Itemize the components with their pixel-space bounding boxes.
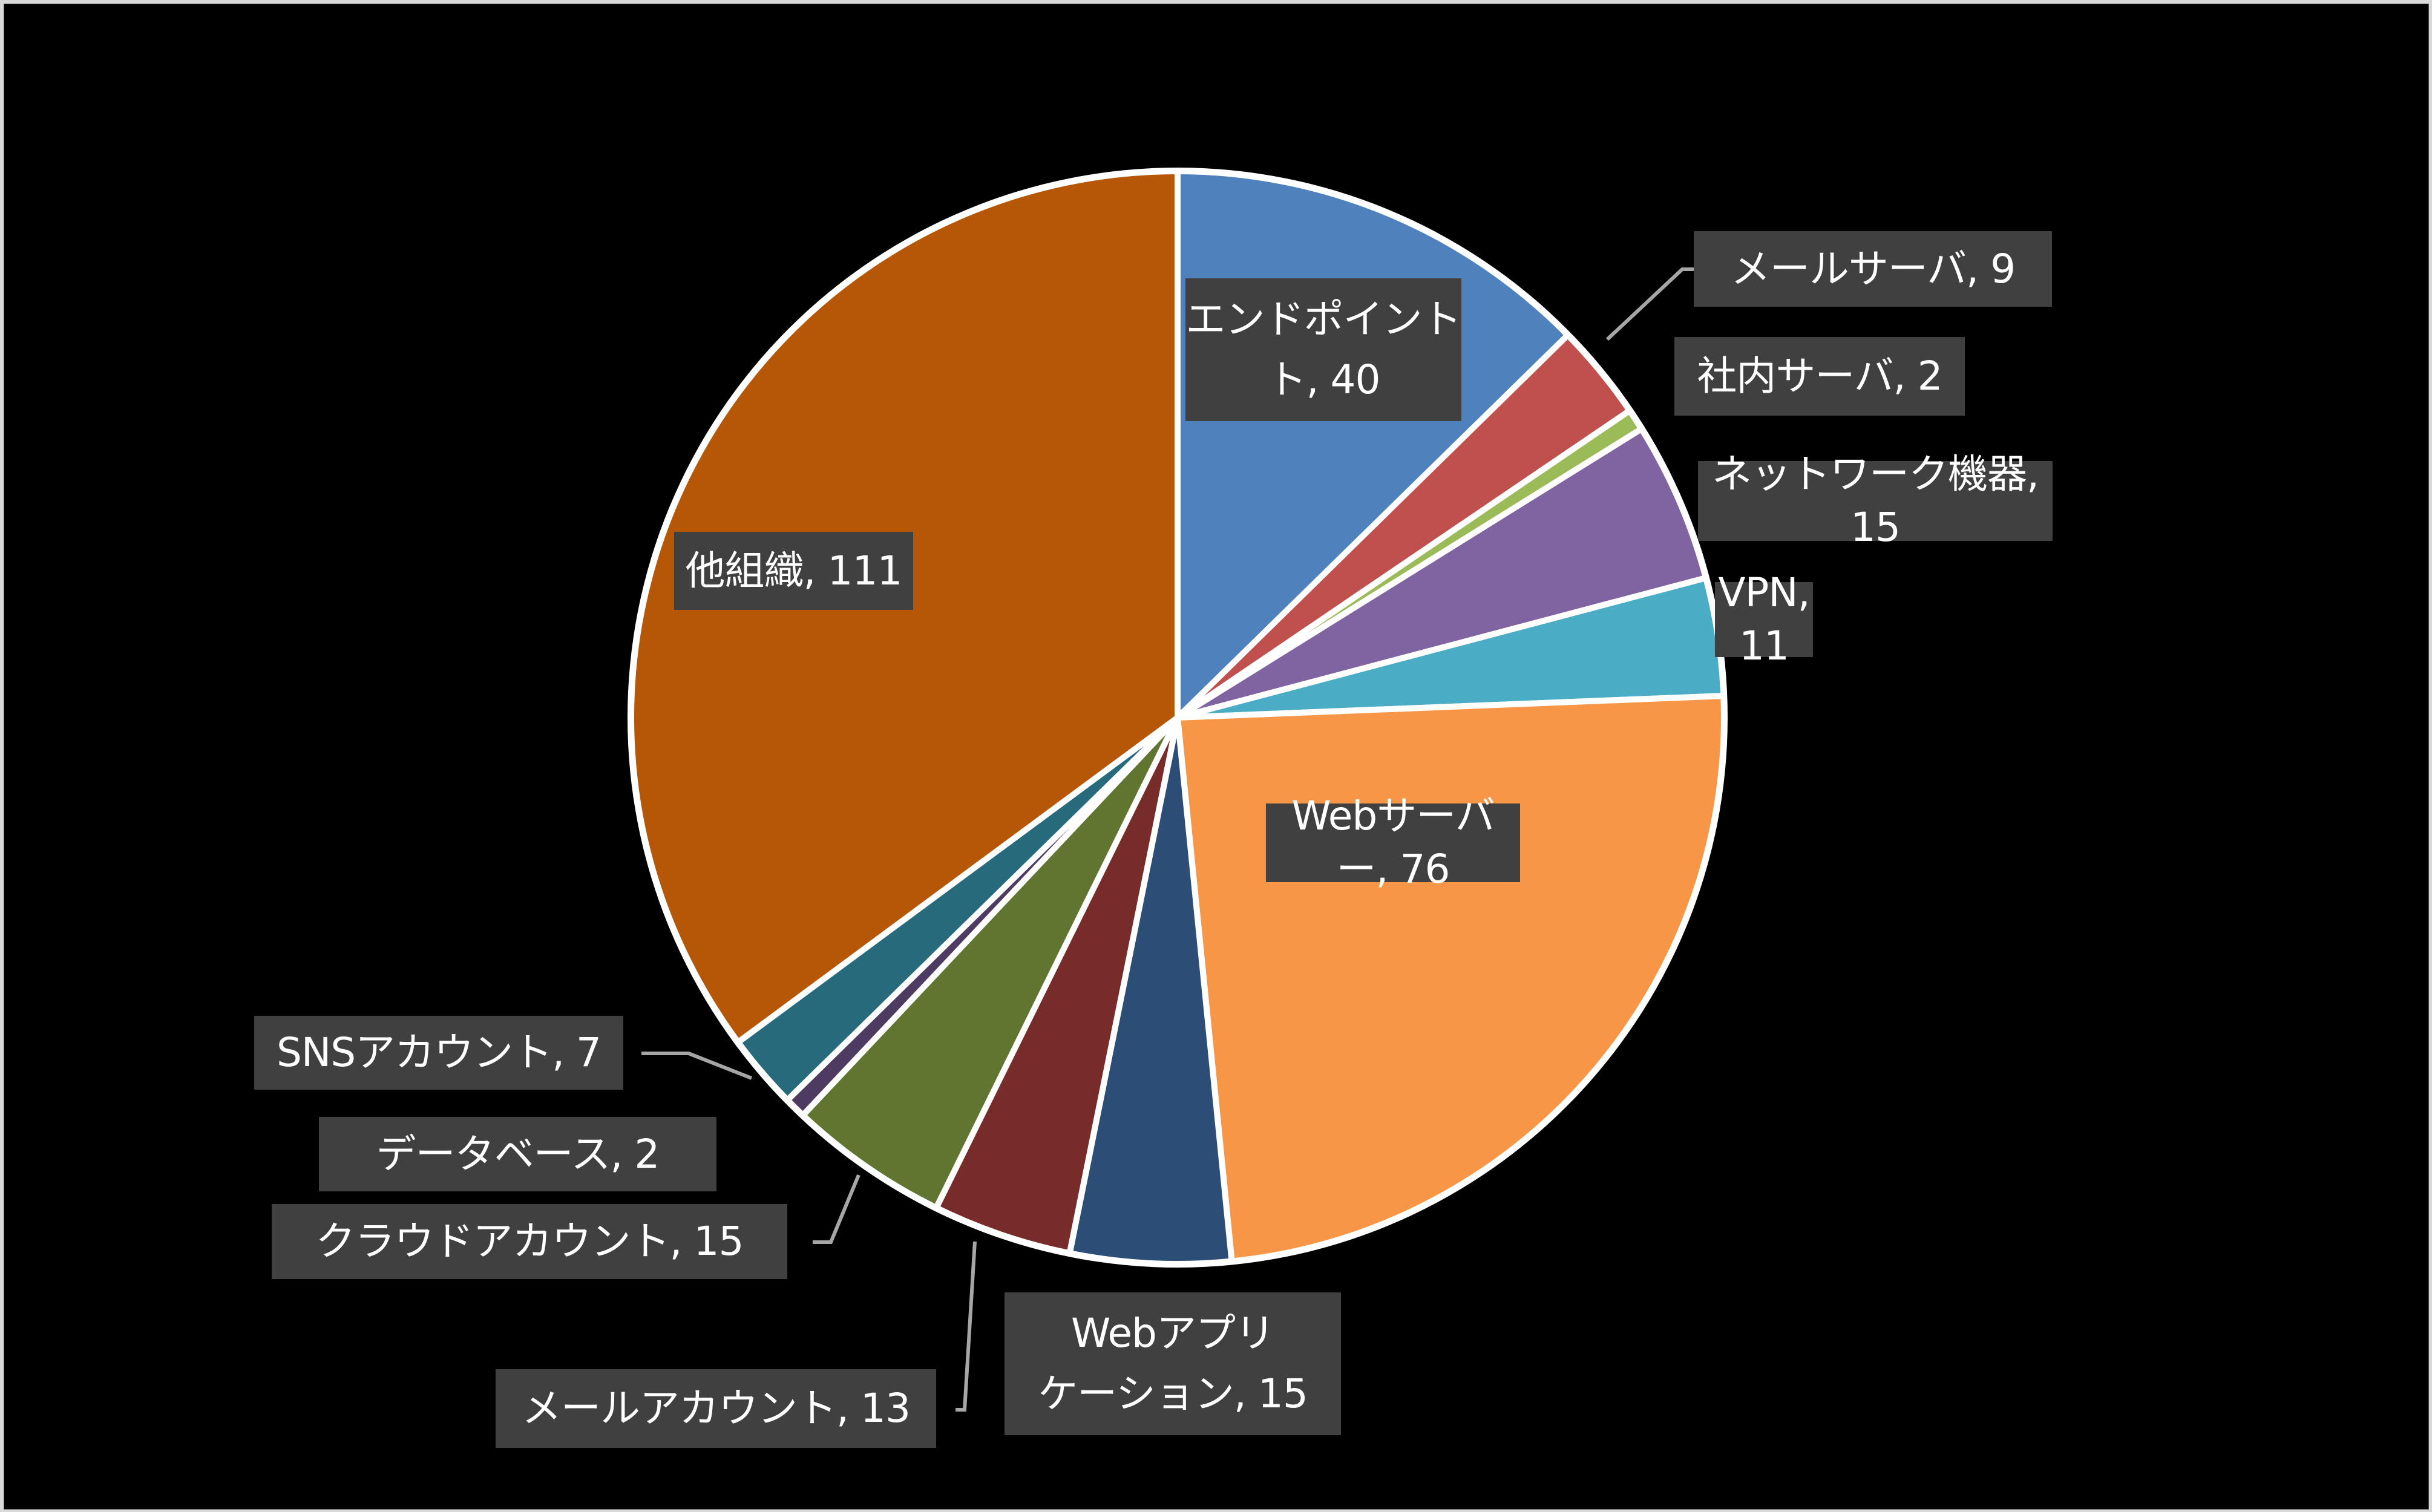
data-label-web-server: Webサーバー, 76 xyxy=(1266,793,1520,892)
chart-area: エンドポイント ト, 40 メールサーバ, 9 社内サーバ, 2 ネットワーク機… xyxy=(4,4,2429,1510)
pie-slice xyxy=(933,715,1181,1257)
leader-line-sns-account xyxy=(641,1052,753,1080)
leader-lines xyxy=(641,267,1699,1412)
data-label-mail-server: メールサーバ, 9 xyxy=(1694,231,2052,307)
leader-line-cloud-account xyxy=(813,1174,860,1244)
data-label-sns-account: SNSアカウント, 7 xyxy=(254,1016,623,1090)
pie-slice xyxy=(1175,425,1709,721)
data-label-internal-server: 社内サーバ, 2 xyxy=(1674,337,1965,416)
data-label-web-app: Webアプリ ケーション, 15 xyxy=(1005,1292,1341,1435)
data-label-database: データベース, 2 xyxy=(319,1117,716,1191)
data-label-endpoint: エンドポイント ト, 40 xyxy=(1185,278,1462,421)
data-label-mail-account: メールアカウント, 13 xyxy=(496,1369,936,1448)
pie-slice xyxy=(799,715,1181,1211)
data-label-other-org: 他組織, 111 xyxy=(674,532,913,610)
leader-line-mail-account xyxy=(955,1241,977,1412)
pie-slices xyxy=(628,168,1728,1268)
pie-slice xyxy=(1175,693,1727,1265)
leader-line-mail-server xyxy=(1605,267,1699,341)
pie-slice xyxy=(1066,715,1235,1267)
data-label-cloud-account: クラウドアカウント, 15 xyxy=(272,1204,787,1279)
data-label-network-device: ネットワーク機器, 15 xyxy=(1698,451,2053,551)
data-label-vpn: VPN, 11 xyxy=(1715,569,1813,669)
pie-chart xyxy=(628,168,1728,1412)
